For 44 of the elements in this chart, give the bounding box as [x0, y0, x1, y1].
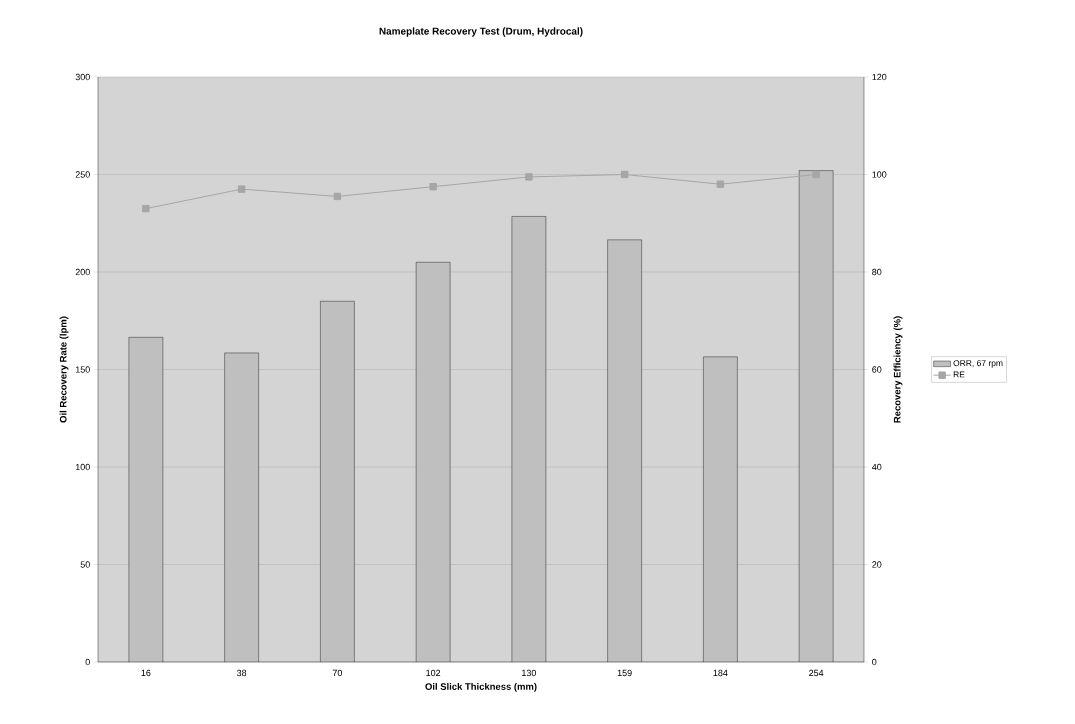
y2-tick-label: 120: [872, 73, 887, 81]
y2-tick-label: 80: [872, 268, 882, 276]
legend-label: ORR, 67 rpm: [953, 360, 1003, 368]
bar: [224, 352, 259, 662]
y-tick-label: 50: [80, 561, 90, 568]
y2-tick-label: 0: [872, 658, 877, 666]
x-axis-title: Oil Slick Thickness (mm): [425, 682, 537, 692]
y-axis-title: Oil Recovery Rate (lpm): [59, 316, 69, 423]
point: [142, 204, 150, 213]
point: [237, 185, 246, 193]
bar: [798, 170, 834, 662]
x-tick-label: 102: [426, 669, 441, 677]
bar: [511, 216, 546, 662]
point: [716, 180, 725, 188]
y2-axis-title: Recovery Efficiency (%): [893, 316, 903, 423]
x-tick-label: 159: [617, 669, 632, 677]
y2-tick-label: 40: [871, 463, 882, 471]
y2-tick-label: 60: [872, 366, 882, 373]
point: [620, 170, 629, 179]
legend-label: RE: [953, 371, 965, 378]
x-tick-label: 184: [713, 669, 728, 677]
x-tick-label: 254: [809, 669, 824, 677]
x-tick-label: 130: [522, 669, 537, 677]
y2-tick-label: 20: [872, 561, 882, 568]
y2-tick-label: 100: [872, 171, 887, 178]
y-tick-label: 250: [75, 171, 90, 178]
x-tick-label: 38: [236, 669, 247, 677]
point: [333, 192, 342, 201]
y-tick-label: 100: [75, 463, 90, 471]
bar: [416, 262, 451, 662]
bar: [320, 301, 355, 662]
point: [429, 182, 437, 191]
x-tick-label: 70: [332, 669, 343, 677]
y-tick-label: 0: [85, 658, 90, 666]
bar: [703, 356, 738, 662]
point: [525, 173, 533, 181]
y-tick-label: 150: [75, 366, 90, 373]
bar: [128, 337, 163, 662]
chart-title: Nameplate Recovery Test (Drum, Hydrocal): [379, 27, 583, 37]
bar: [607, 239, 642, 662]
y-tick-label: 300: [75, 73, 90, 81]
point: [812, 170, 820, 179]
y-tick-label: 200: [75, 268, 90, 276]
x-tick-label: 16: [141, 669, 151, 677]
